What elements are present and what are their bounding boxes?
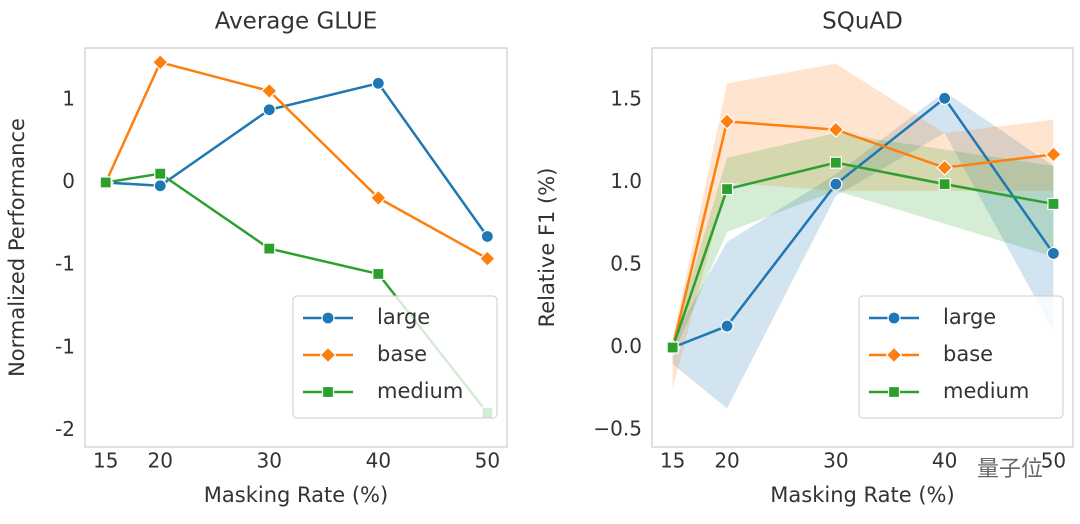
y-tick-label: −0.5 <box>593 417 642 441</box>
plot-frame <box>84 47 508 448</box>
x-tick-label: 40 <box>932 449 957 473</box>
marker <box>938 91 952 105</box>
marker <box>887 311 901 325</box>
legend-label: medium <box>943 379 1029 403</box>
marker <box>720 182 734 196</box>
marker <box>720 319 734 333</box>
x-axis-label: Masking Rate (%) <box>770 483 954 507</box>
marker <box>321 311 335 325</box>
confidence-band <box>672 63 1054 389</box>
y-tick-label: -2 <box>55 417 75 441</box>
confidence-band <box>672 132 1054 356</box>
marker <box>829 177 843 191</box>
marker <box>887 385 901 399</box>
legend-label: large <box>377 305 430 329</box>
y-axis-label: Relative F1 (%) <box>535 168 559 328</box>
marker <box>369 189 387 207</box>
chart-title: Average GLUE <box>215 9 378 35</box>
x-tick-label: 50 <box>1041 449 1066 473</box>
marker <box>1046 246 1061 261</box>
marker <box>718 113 736 130</box>
marker <box>319 346 337 364</box>
marker <box>151 53 169 71</box>
legend-label: base <box>377 342 427 366</box>
marker <box>936 159 953 176</box>
x-tick-label: 40 <box>366 449 391 473</box>
confidence-band <box>672 91 1054 409</box>
x-tick-label: 50 <box>475 449 500 473</box>
legend-label: large <box>943 305 996 329</box>
y-axis-label: Normalized Performance <box>5 118 29 377</box>
series-line <box>105 81 489 238</box>
y-tick-label: -1 <box>55 334 75 358</box>
y-tick-label: 1.0 <box>610 169 642 193</box>
marker <box>479 250 496 267</box>
plot-frame <box>651 47 1074 448</box>
y-tick-label: 0 <box>62 169 75 193</box>
marker <box>260 82 278 100</box>
x-tick-label: 30 <box>823 449 848 473</box>
marker <box>153 179 167 193</box>
y-tick-label: 0.0 <box>610 334 642 358</box>
marker <box>263 242 276 255</box>
series-line <box>104 60 488 260</box>
marker <box>262 103 276 117</box>
x-tick-label: 15 <box>93 449 118 473</box>
watermark: 量子位 <box>977 457 1043 482</box>
marker <box>666 341 679 354</box>
chart-title: SQuAD <box>822 9 903 35</box>
legend-label: base <box>943 342 993 366</box>
marker <box>99 176 112 189</box>
marker <box>480 229 494 244</box>
x-tick-label: 20 <box>148 449 173 473</box>
x-tick-label: 15 <box>660 449 685 473</box>
marker <box>371 76 385 90</box>
x-tick-label: 30 <box>257 449 282 473</box>
y-tick-label: 1.5 <box>610 86 642 110</box>
marker <box>829 156 842 169</box>
marker <box>938 178 951 191</box>
marker <box>154 167 167 180</box>
marker <box>885 346 903 364</box>
legend-box <box>292 295 498 419</box>
marker <box>1045 146 1062 163</box>
plot-area <box>671 63 1055 409</box>
marker <box>372 267 385 281</box>
x-tick-label: 20 <box>714 449 739 473</box>
legend-box <box>858 295 1064 419</box>
legend-label: medium <box>377 379 463 403</box>
x-axis-label: Masking Rate (%) <box>204 483 388 507</box>
marker <box>321 385 335 399</box>
y-tick-label: -1 <box>55 252 75 276</box>
marker <box>827 121 845 139</box>
y-tick-label: 0.5 <box>610 251 642 275</box>
marker <box>1047 197 1060 211</box>
y-tick-label: 1 <box>62 86 75 110</box>
